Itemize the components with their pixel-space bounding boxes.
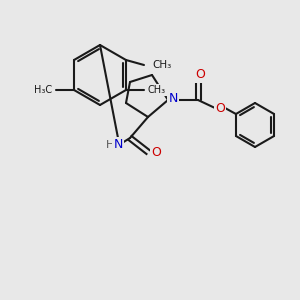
Text: CH₃: CH₃ xyxy=(152,60,171,70)
Text: H₃C: H₃C xyxy=(34,85,52,95)
Text: O: O xyxy=(151,146,161,160)
Text: O: O xyxy=(195,68,205,82)
Text: H: H xyxy=(106,140,114,150)
Text: N: N xyxy=(113,139,123,152)
Text: N: N xyxy=(168,92,178,106)
Text: O: O xyxy=(215,101,225,115)
Text: CH₃: CH₃ xyxy=(148,85,166,95)
